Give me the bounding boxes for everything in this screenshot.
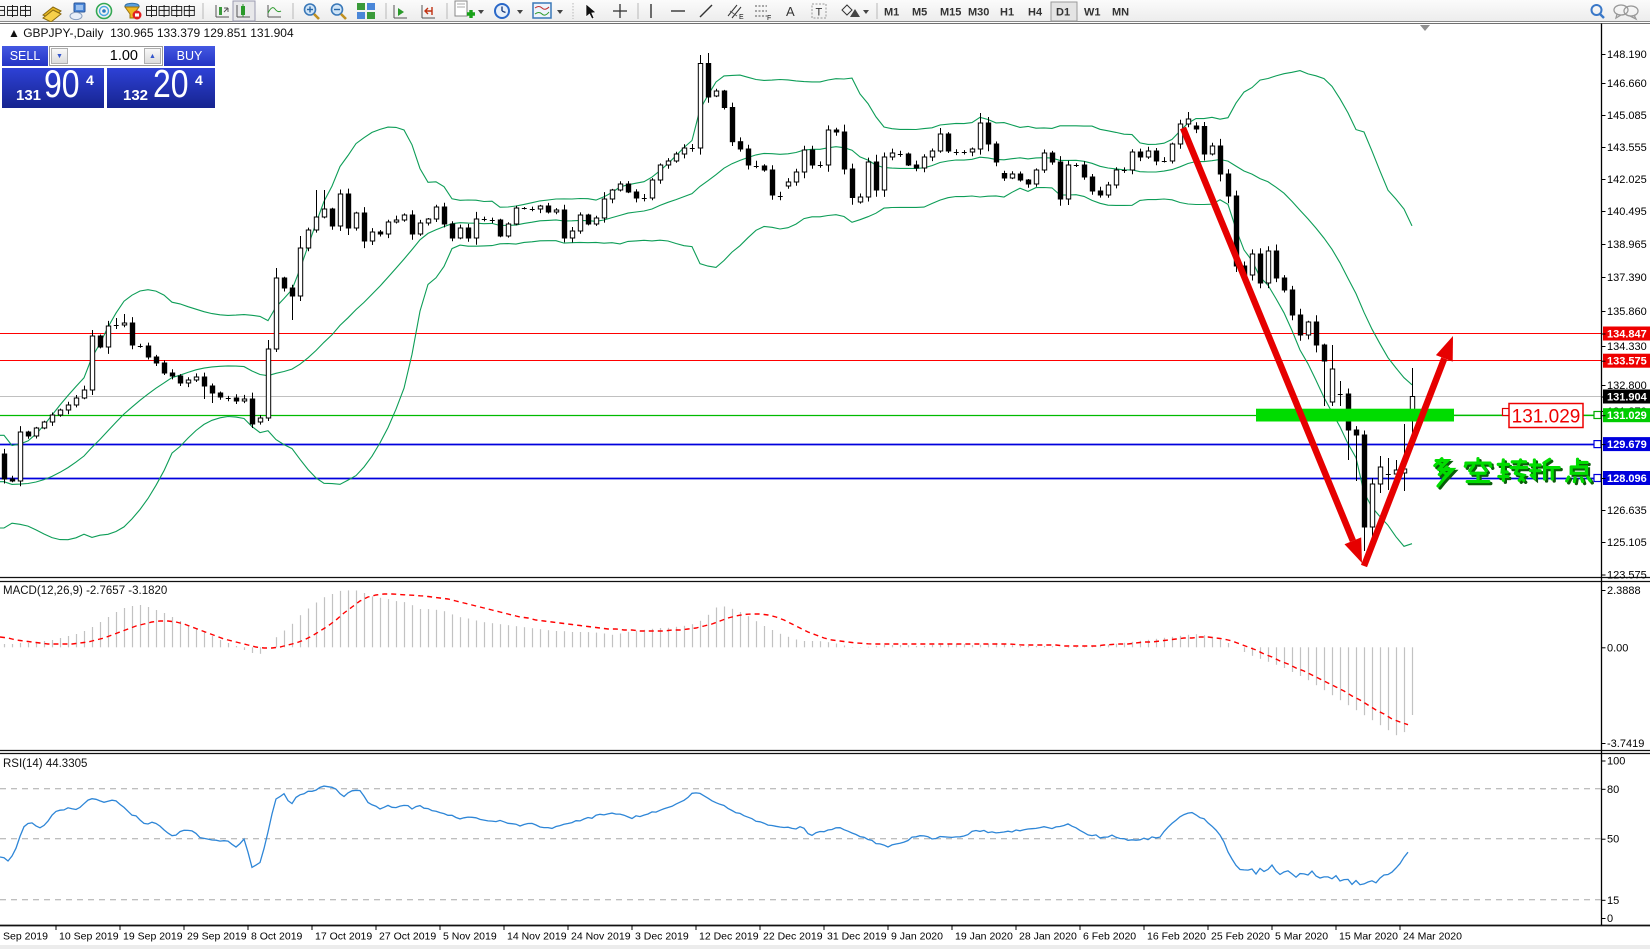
svg-text:25 Feb 2020: 25 Feb 2020	[1211, 931, 1270, 943]
svg-text:148.190: 148.190	[1607, 49, 1647, 61]
svg-text:16 Feb 2020: 16 Feb 2020	[1147, 931, 1206, 943]
svg-text:142.025: 142.025	[1607, 174, 1647, 186]
svg-text:138.965: 138.965	[1607, 239, 1647, 251]
svg-text:H1: H1	[1000, 7, 1014, 19]
svg-text:Sep 2019: Sep 2019	[3, 931, 48, 943]
svg-text:2.3888: 2.3888	[1607, 585, 1641, 597]
svg-text:145.085: 145.085	[1607, 110, 1647, 122]
svg-text:3 Dec 2019: 3 Dec 2019	[635, 931, 689, 943]
svg-text:24 Nov 2019: 24 Nov 2019	[571, 931, 631, 943]
svg-text:133.575: 133.575	[1607, 356, 1647, 368]
svg-text:22 Dec 2019: 22 Dec 2019	[763, 931, 823, 943]
svg-text:-3.7419: -3.7419	[1607, 738, 1644, 750]
svg-text:143.555: 143.555	[1607, 142, 1647, 154]
svg-text:M1: M1	[884, 7, 899, 19]
svg-text:15: 15	[1607, 895, 1619, 907]
svg-text:MACD(12,26,9) -2.7657 -3.1820: MACD(12,26,9) -2.7657 -3.1820	[3, 585, 167, 597]
svg-text:12 Dec 2019: 12 Dec 2019	[699, 931, 759, 943]
svg-text:24 Mar 2020: 24 Mar 2020	[1403, 931, 1462, 943]
svg-text:129.679: 129.679	[1607, 439, 1647, 451]
svg-text:8 Oct 2019: 8 Oct 2019	[251, 931, 303, 943]
svg-text:135.860: 135.860	[1607, 306, 1647, 318]
svg-text:126.635: 126.635	[1607, 505, 1647, 517]
svg-text:E: E	[739, 14, 744, 21]
svg-text:6 Feb 2020: 6 Feb 2020	[1083, 931, 1136, 943]
svg-text:M15: M15	[940, 7, 961, 19]
svg-text:F: F	[767, 15, 771, 22]
svg-text:132.800: 132.800	[1607, 380, 1647, 392]
svg-text:128.096: 128.096	[1607, 473, 1647, 485]
svg-text:A: A	[786, 4, 795, 19]
svg-text:RSI(14) 44.3305: RSI(14) 44.3305	[3, 758, 87, 770]
svg-text:0.00: 0.00	[1607, 642, 1628, 654]
svg-text:27 Oct 2019: 27 Oct 2019	[379, 931, 436, 943]
svg-text:137.390: 137.390	[1607, 272, 1647, 284]
svg-text:5 Nov 2019: 5 Nov 2019	[443, 931, 497, 943]
svg-text:0: 0	[1607, 913, 1613, 925]
svg-text:125.105: 125.105	[1607, 537, 1647, 549]
svg-text:M30: M30	[968, 7, 989, 19]
svg-text:28 Jan 2020: 28 Jan 2020	[1019, 931, 1077, 943]
svg-text:100: 100	[1607, 756, 1625, 768]
svg-text:19 Jan 2020: 19 Jan 2020	[955, 931, 1013, 943]
svg-text:131.904: 131.904	[1607, 392, 1648, 404]
svg-text:T: T	[816, 7, 823, 19]
svg-text:134.330: 134.330	[1607, 341, 1647, 353]
svg-text:17 Oct 2019: 17 Oct 2019	[315, 931, 372, 943]
svg-text:MN: MN	[1112, 7, 1129, 19]
svg-text:10 Sep 2019: 10 Sep 2019	[59, 931, 119, 943]
svg-text:146.660: 146.660	[1607, 78, 1647, 90]
svg-text:5 Mar 2020: 5 Mar 2020	[1275, 931, 1328, 943]
svg-text:131.029: 131.029	[1512, 407, 1581, 428]
svg-text:14 Nov 2019: 14 Nov 2019	[507, 931, 567, 943]
svg-text:29 Sep 2019: 29 Sep 2019	[187, 931, 247, 943]
svg-text:19 Sep 2019: 19 Sep 2019	[123, 931, 183, 943]
svg-text:9 Jan 2020: 9 Jan 2020	[891, 931, 943, 943]
svg-text:D1: D1	[1056, 7, 1070, 19]
svg-text:15 Mar 2020: 15 Mar 2020	[1339, 931, 1398, 943]
svg-text:134.847: 134.847	[1607, 329, 1647, 341]
svg-text:31 Dec 2019: 31 Dec 2019	[827, 931, 887, 943]
svg-text:W1: W1	[1084, 7, 1101, 19]
svg-text:H4: H4	[1028, 7, 1043, 19]
svg-text:131.029: 131.029	[1607, 410, 1647, 422]
svg-text:50: 50	[1607, 834, 1619, 846]
svg-text:M5: M5	[912, 7, 927, 19]
svg-text:80: 80	[1607, 784, 1619, 796]
svg-text:140.495: 140.495	[1607, 206, 1647, 218]
svg-text:123.575: 123.575	[1607, 570, 1647, 582]
